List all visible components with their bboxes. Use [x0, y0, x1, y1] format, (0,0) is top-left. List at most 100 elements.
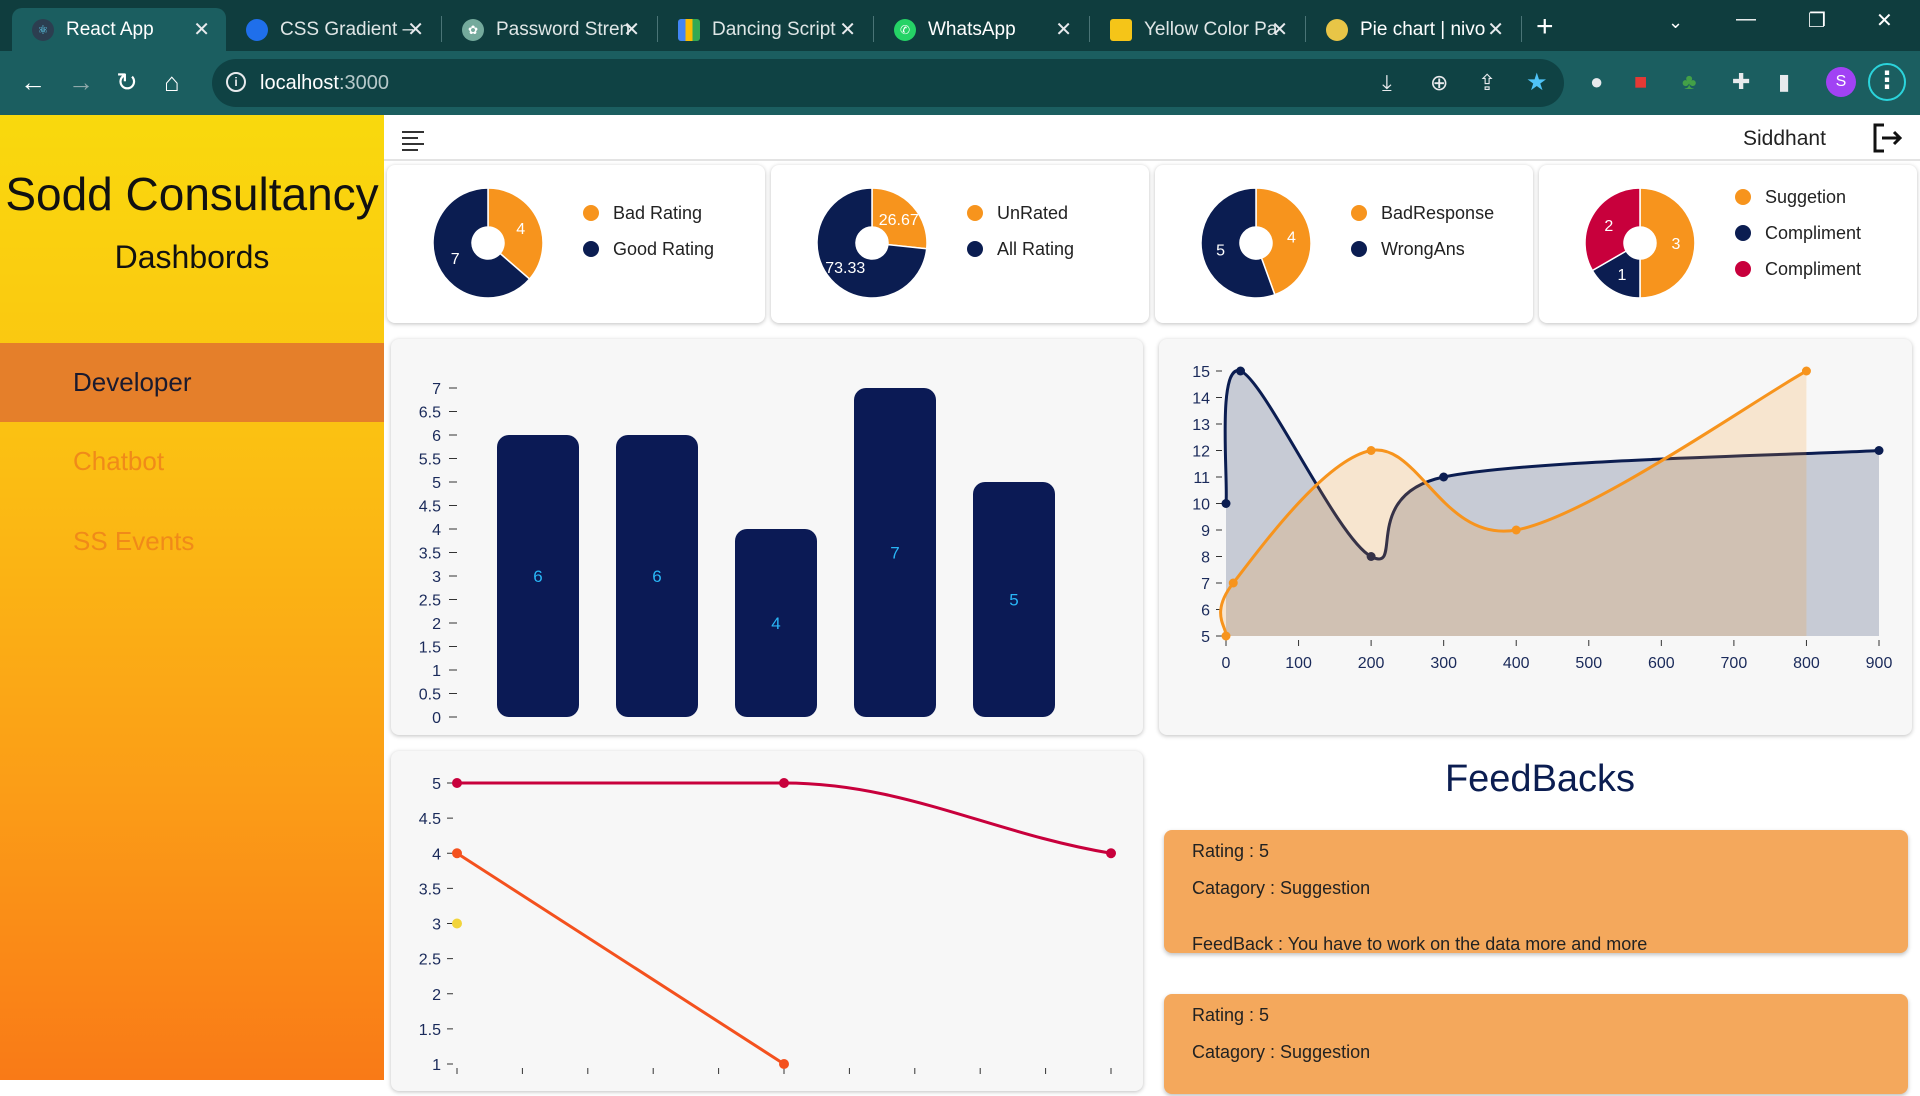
y-tick-label: 3.5 — [419, 881, 441, 898]
zoom-icon[interactable]: ⊕ — [1430, 70, 1449, 95]
pie-slice — [1584, 187, 1641, 272]
tab-separator — [873, 16, 874, 42]
extension-red-icon[interactable]: ■ — [1634, 69, 1648, 94]
y-tick-label: 4 — [432, 522, 441, 539]
tab-yellow-color[interactable]: Yellow Color Pa ✕ — [1090, 8, 1304, 51]
line-chart-card: 1 1.5 2 2.5 3 3.5 4 4.5 5 — [391, 751, 1143, 1091]
feedback-text: FeedBack : You have to work on the data … — [1192, 934, 1648, 954]
sidebar-item-developer[interactable]: Developer — [0, 343, 384, 422]
pie-card-category: 3 1 2 Suggetion Compliment Compliment — [1539, 165, 1917, 323]
side-panel-icon[interactable]: ▮ — [1778, 69, 1791, 94]
y-tick-label: 3 — [432, 917, 441, 934]
legend-label: Bad Rating — [613, 202, 703, 223]
puzzle-icon[interactable]: ✚ — [1732, 69, 1751, 94]
slice-label: 26.67 — [879, 212, 919, 229]
tab-search-chevron-icon[interactable]: ⌄ — [1668, 12, 1684, 32]
y-tick-label: 8 — [1201, 550, 1210, 567]
extension-tree-icon[interactable]: ♣ — [1682, 69, 1697, 94]
logout-icon[interactable] — [1870, 121, 1904, 155]
bar — [735, 529, 817, 717]
minimize-button[interactable]: — — [1736, 8, 1756, 30]
data-point — [1228, 578, 1238, 588]
feedback-category: Catagory : Suggestion — [1192, 878, 1371, 898]
bar — [497, 435, 579, 717]
home-icon[interactable]: ⌂ — [164, 67, 180, 97]
slice-label: 73.33 — [825, 260, 865, 277]
legend-dot — [967, 205, 983, 221]
tab-password-strength[interactable]: ✿ Password Stren ✕ — [442, 8, 656, 51]
data-point — [1439, 472, 1449, 482]
pie-chart: 47 — [432, 187, 544, 299]
whatsapp-icon: ✆ — [894, 18, 916, 41]
close-icon[interactable]: ✕ — [193, 19, 210, 41]
y-tick-label: 11 — [1193, 470, 1210, 487]
close-icon[interactable]: ✕ — [1055, 19, 1072, 41]
tab-react-app[interactable]: ⚛ React App ✕ — [12, 8, 226, 51]
bar-value-label: 7 — [890, 544, 899, 563]
back-arrow-icon[interactable]: ← — [20, 67, 46, 97]
url-port: :3000 — [338, 72, 389, 94]
legend-item: Compliment — [1735, 251, 1861, 287]
restore-button[interactable]: ❐ — [1808, 10, 1826, 32]
reload-icon[interactable]: ↻ — [116, 67, 138, 97]
tab-separator — [1305, 16, 1306, 42]
legend-dot — [1735, 189, 1751, 205]
close-icon[interactable]: ✕ — [1487, 19, 1504, 41]
y-tick-label: 3 — [432, 569, 441, 586]
y-tick-label: 5.5 — [419, 452, 441, 469]
tab-css-gradient[interactable]: CSS Gradient – ✕ — [226, 8, 440, 51]
y-tick-label: 4.5 — [419, 499, 441, 516]
menu-toggle-icon[interactable] — [402, 131, 424, 151]
x-tick-label: 200 — [1358, 655, 1385, 672]
pie-chart: 45 — [1200, 187, 1312, 299]
browser-tab-strip: ⚛ React App ✕ CSS Gradient – ✕ ✿ Passwor… — [0, 0, 1920, 51]
bar-value-label: 4 — [771, 614, 780, 633]
browser-menu-icon[interactable]: ⋮ — [1868, 63, 1906, 101]
close-icon[interactable]: ✕ — [623, 19, 640, 41]
y-tick-label: 13 — [1192, 417, 1210, 434]
tab-dancing-script[interactable]: Dancing Script ✕ — [658, 8, 872, 51]
close-window-button[interactable]: ✕ — [1876, 10, 1893, 32]
sidebar-item-ss-events[interactable]: SS Events — [73, 526, 195, 556]
y-tick-label: 4 — [432, 846, 441, 863]
extension-icon[interactable]: ● — [1590, 69, 1604, 94]
share-icon[interactable]: ⇪ — [1478, 70, 1497, 95]
y-tick-label: 2.5 — [419, 593, 441, 610]
pie-legend: BadResponse WrongAns — [1351, 195, 1494, 267]
new-tab-button[interactable]: + — [1536, 10, 1554, 43]
tab-pie-chart-nivo[interactable]: Pie chart | nivo ✕ — [1306, 8, 1520, 51]
brand-subtitle: Dashbords — [114, 239, 270, 275]
tab-whatsapp[interactable]: ✆ WhatsApp ✕ — [874, 8, 1088, 51]
y-tick-label: 3.5 — [419, 546, 441, 563]
legend-item: WrongAns — [1351, 231, 1494, 267]
legend-dot — [967, 241, 983, 257]
url-text[interactable]: localhost:3000 — [260, 72, 389, 95]
close-icon[interactable]: ✕ — [407, 19, 424, 41]
profile-avatar[interactable]: S — [1826, 67, 1856, 97]
y-tick-label: 4.5 — [419, 811, 441, 828]
legend-item: Bad Rating — [583, 195, 714, 231]
close-icon[interactable]: ✕ — [839, 19, 856, 41]
close-icon[interactable]: ✕ — [1271, 19, 1288, 41]
data-point — [779, 1059, 789, 1069]
y-tick-label: 0.5 — [419, 687, 441, 704]
pie-slice — [1639, 187, 1696, 299]
forward-arrow-icon[interactable]: → — [68, 67, 94, 97]
address-bar[interactable]: i localhost:3000 ⤓ ⊕ ⇪ ★ — [212, 59, 1564, 107]
bookmark-star-icon[interactable]: ★ — [1526, 69, 1548, 96]
feedback-category: Catagory : Suggestion — [1192, 1042, 1371, 1062]
install-icon[interactable]: ⤓ — [1382, 70, 1392, 95]
data-point — [452, 778, 462, 788]
bar-value-label: 6 — [652, 567, 661, 586]
legend-label: Compliment — [1765, 222, 1862, 243]
sidebar-item-chatbot[interactable]: Chatbot — [73, 446, 165, 476]
data-point — [452, 848, 462, 859]
legend-dot — [1735, 225, 1751, 241]
url-host: localhost — [260, 72, 339, 94]
site-info-icon[interactable]: i — [226, 72, 246, 92]
globe-icon — [246, 18, 268, 41]
legend-item: Good Rating — [583, 231, 714, 267]
y-tick-label: 14 — [1192, 391, 1210, 408]
